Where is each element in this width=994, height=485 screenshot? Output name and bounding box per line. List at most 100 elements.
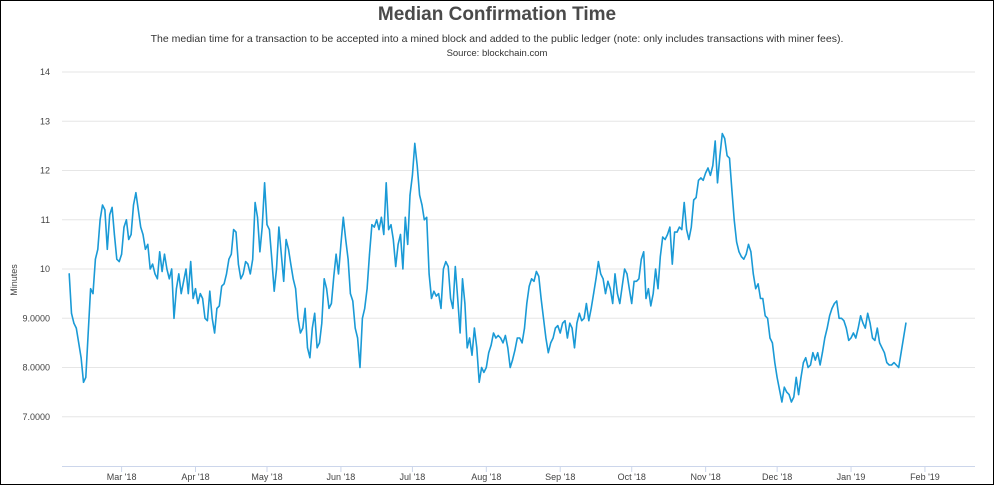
data-point <box>411 174 413 176</box>
data-point <box>624 268 626 270</box>
data-point <box>557 325 559 327</box>
data-point <box>521 342 523 344</box>
data-point <box>230 253 232 255</box>
data-point <box>738 251 740 253</box>
data-point <box>562 322 564 324</box>
data-point <box>197 302 199 305</box>
data-point <box>485 366 487 369</box>
data-point <box>404 216 406 218</box>
data-point <box>845 327 847 329</box>
data-point <box>430 297 433 300</box>
data-point <box>476 347 478 349</box>
data-point <box>709 174 712 176</box>
data-point <box>161 270 163 273</box>
data-point <box>492 332 495 334</box>
data-point <box>202 297 204 300</box>
data-point <box>337 273 340 275</box>
data-point <box>502 342 504 344</box>
data-point <box>609 288 611 290</box>
data-point <box>438 293 440 295</box>
data-point <box>600 273 602 275</box>
data-point <box>805 357 807 359</box>
data-point <box>552 337 554 339</box>
data-point <box>299 332 301 334</box>
data-point <box>795 376 797 378</box>
data-point <box>264 182 266 184</box>
data-point <box>700 177 702 179</box>
data-point <box>461 278 464 280</box>
data-point <box>364 307 366 309</box>
data-point <box>538 275 540 277</box>
x-tick-label: Jan '19 <box>837 472 866 482</box>
data-point <box>385 182 387 184</box>
data-point <box>542 317 545 319</box>
data-point <box>659 256 661 258</box>
data-point <box>626 273 628 275</box>
data-point <box>621 285 623 287</box>
data-point <box>666 233 669 236</box>
data-point <box>581 320 583 322</box>
x-tick-label: Sep '18 <box>545 472 575 482</box>
data-point <box>302 327 304 329</box>
data-point <box>311 327 313 329</box>
data-point <box>864 327 866 329</box>
data-point <box>152 263 154 265</box>
data-point <box>855 337 857 339</box>
data-point <box>397 243 399 245</box>
data-point <box>304 307 306 309</box>
data-point <box>540 297 542 300</box>
data-point <box>140 226 142 228</box>
x-tick-label: Nov '18 <box>691 472 721 482</box>
y-tick-label: 8.0000 <box>22 363 50 373</box>
data-point <box>514 349 516 351</box>
data-point <box>724 137 726 140</box>
data-point <box>142 233 144 236</box>
data-point <box>554 327 557 329</box>
data-point <box>316 347 318 349</box>
data-point <box>588 320 590 322</box>
data-point <box>352 300 354 302</box>
data-point <box>183 280 185 282</box>
data-point <box>798 394 800 396</box>
data-point <box>380 216 382 218</box>
y-tick-label: 7.0000 <box>22 412 50 422</box>
data-point <box>671 263 673 265</box>
data-point <box>655 268 657 270</box>
data-point <box>640 258 642 260</box>
data-point <box>688 238 690 241</box>
y-tick-label: 12 <box>40 166 50 176</box>
data-point <box>731 189 733 191</box>
data-point <box>616 293 619 295</box>
data-point <box>361 317 363 319</box>
data-point <box>211 317 213 319</box>
data-point <box>566 337 569 339</box>
x-tick-label: Jun '18 <box>327 472 356 482</box>
data-point <box>590 307 592 309</box>
data-point <box>340 243 342 245</box>
data-point <box>728 157 731 159</box>
data-point <box>457 297 459 300</box>
data-point <box>342 216 344 218</box>
data-point <box>802 362 805 364</box>
data-point <box>573 347 576 349</box>
data-point <box>876 327 878 329</box>
data-point <box>824 337 826 339</box>
data-point <box>125 219 127 221</box>
data-point <box>631 302 633 305</box>
data-point <box>402 268 404 270</box>
data-point <box>178 273 180 275</box>
data-point <box>235 231 237 233</box>
data-point <box>545 337 547 339</box>
data-point <box>318 342 321 344</box>
data-point <box>309 357 311 359</box>
data-point <box>290 263 292 265</box>
data-point <box>323 278 325 280</box>
data-point <box>831 307 833 309</box>
data-point <box>783 386 785 388</box>
data-point <box>409 194 411 196</box>
data-point <box>390 224 392 226</box>
data-point <box>240 278 242 280</box>
data-point <box>900 352 902 354</box>
data-point <box>650 305 652 307</box>
data-point <box>690 226 692 228</box>
